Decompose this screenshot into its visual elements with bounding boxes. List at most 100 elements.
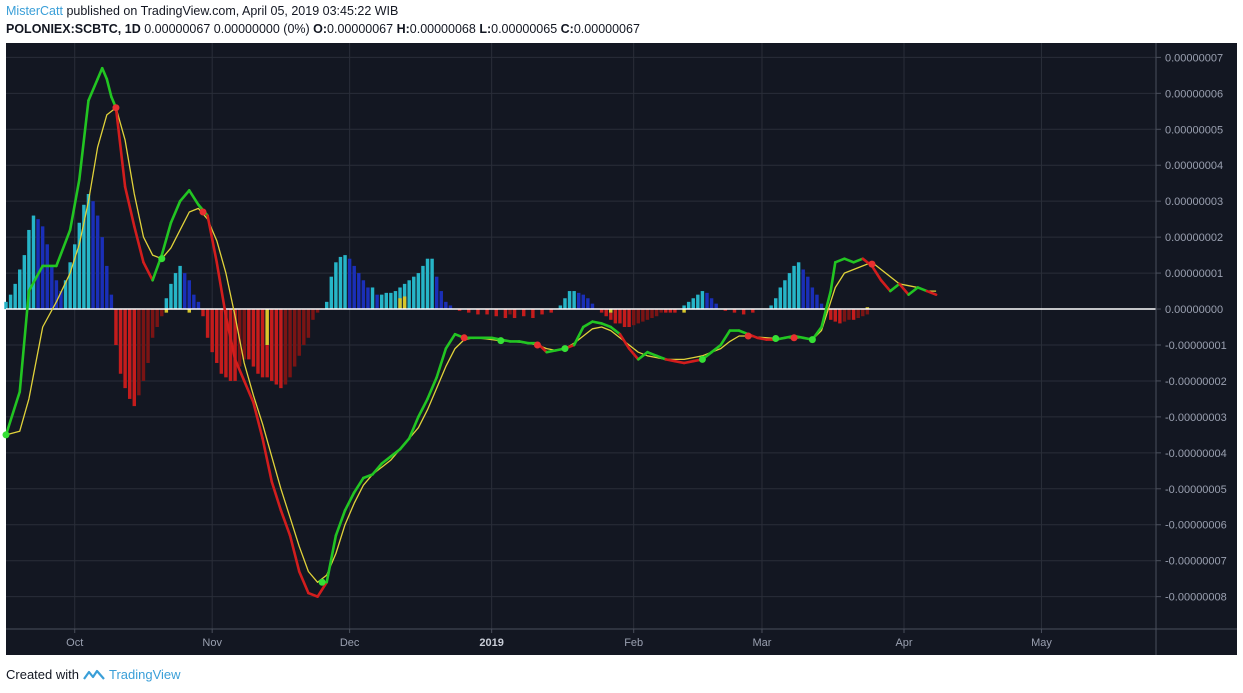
- histogram-bar: [361, 280, 366, 310]
- histogram-bar: [806, 276, 810, 310]
- histogram-bar: [741, 309, 746, 315]
- histogram-bar-flat: [682, 309, 686, 313]
- macd-segment-up: [4, 390, 22, 437]
- close-value: 0.00000067: [573, 22, 640, 36]
- histogram-bar: [86, 193, 91, 310]
- macd-segment-up: [398, 437, 411, 451]
- macd-segment-up: [187, 189, 200, 207]
- histogram-bar: [696, 294, 700, 310]
- histogram-bar: [494, 309, 498, 317]
- bullish-cross-marker: [2, 431, 10, 439]
- histogram-bar: [343, 255, 347, 310]
- histogram-bar: [288, 309, 292, 378]
- histogram-bar: [604, 309, 608, 317]
- macd-segment-down: [870, 264, 883, 282]
- histogram-bar: [865, 309, 870, 315]
- macd-chart[interactable]: 0.00000007 0.00000006 0.00000005 0.00000004…: [0, 41, 1243, 657]
- histogram-bar: [590, 303, 595, 310]
- histogram-bar: [609, 309, 613, 320]
- histogram-bar: [270, 309, 274, 381]
- histogram-bar: [691, 298, 695, 310]
- macd-segment-up: [888, 282, 901, 293]
- histogram-bar: [169, 283, 173, 310]
- macd-segment-up: [105, 77, 113, 99]
- histogram-bar: [540, 309, 544, 315]
- price-axis[interactable]: 0.00000007 0.00000006 0.00000005 0.00000004…: [1156, 52, 1227, 604]
- histogram-bar: [8, 294, 13, 310]
- time-axis[interactable]: Oct Nov Dec 2019 Feb Mar Apr May: [66, 629, 1052, 649]
- histogram-bar: [114, 309, 118, 345]
- macd-segment-up: [843, 257, 855, 264]
- low-label: L:: [479, 22, 492, 36]
- histogram-bar: [100, 237, 104, 310]
- y-tick-label: -0.00000007: [1165, 556, 1227, 568]
- y-tick-label: -0.00000006: [1165, 520, 1227, 532]
- macd-segment-down: [224, 314, 237, 361]
- histogram-bar: [329, 276, 334, 310]
- y-tick-label: 0.00000007: [1165, 52, 1223, 64]
- histogram-bar: [155, 309, 159, 328]
- macd-segment-up: [325, 534, 338, 584]
- histogram-bar: [283, 309, 288, 385]
- histogram-bar: [659, 309, 663, 313]
- tradingview-logo-icon: [83, 669, 105, 680]
- macd-segment-up: [96, 66, 104, 81]
- macd-segment-up: [68, 178, 81, 232]
- macd-segment-up: [710, 343, 723, 354]
- y-tick-label: -0.00000003: [1165, 412, 1227, 424]
- histogram-bar: [146, 309, 150, 363]
- macd-segment-down: [925, 289, 938, 296]
- histogram-bar: [801, 269, 805, 310]
- histogram-bar: [567, 291, 572, 310]
- macd-segment-down: [673, 359, 686, 365]
- tradingview-link[interactable]: TradingView: [108, 667, 181, 682]
- histogram-bar: [160, 309, 164, 317]
- histogram-bar: [63, 280, 68, 310]
- histogram-bar: [622, 309, 627, 328]
- histogram-bar: [13, 283, 17, 310]
- histogram-bar: [247, 309, 251, 360]
- macd-segment-down: [114, 106, 127, 189]
- histogram-bar: [375, 294, 379, 310]
- histogram-bar: [851, 309, 856, 320]
- x-tick-label: Feb: [624, 637, 643, 649]
- histogram-bar: [508, 309, 512, 315]
- macd-segment-down: [270, 480, 283, 512]
- histogram-bar: [279, 309, 283, 389]
- histogram-bar: [664, 309, 668, 313]
- author-link[interactable]: MisterCatt: [6, 4, 63, 18]
- bearish-cross-marker: [533, 341, 541, 349]
- histogram-bar: [389, 292, 393, 310]
- histogram-bar: [347, 258, 352, 310]
- macd-segment-up: [380, 455, 393, 465]
- macd-segment-up: [178, 189, 191, 203]
- macd-segment-up: [833, 257, 846, 264]
- histogram-bar: [164, 298, 169, 310]
- histogram-bar: [613, 309, 618, 324]
- histogram-bar: [219, 309, 224, 374]
- histogram: [4, 193, 870, 407]
- x-tick-label: Apr: [895, 637, 912, 649]
- macd-segment-up: [829, 261, 837, 293]
- histogram-bar: [586, 298, 590, 310]
- bullish-cross-marker: [698, 355, 706, 363]
- macd-segment-down: [297, 570, 310, 595]
- histogram-bar: [439, 291, 443, 310]
- histogram-bar: [338, 256, 343, 310]
- y-tick-label: -0.00000005: [1165, 484, 1227, 496]
- histogram-bar: [27, 229, 31, 310]
- price-axis-background: [1156, 43, 1237, 629]
- histogram-bar: [118, 309, 123, 374]
- y-tick-label: -0.00000008: [1165, 592, 1227, 604]
- histogram-bar: [636, 309, 640, 324]
- macd-segment-up: [581, 320, 594, 329]
- histogram-bar: [73, 244, 77, 310]
- histogram-bar: [444, 301, 448, 310]
- histogram-bar: [732, 309, 737, 313]
- histogram-bar: [54, 280, 59, 310]
- histogram-bar: [682, 305, 686, 310]
- macd-segment-down: [898, 282, 910, 296]
- macd-segment-up: [572, 325, 585, 347]
- histogram-bar: [324, 301, 329, 310]
- histogram-bar: [306, 309, 311, 338]
